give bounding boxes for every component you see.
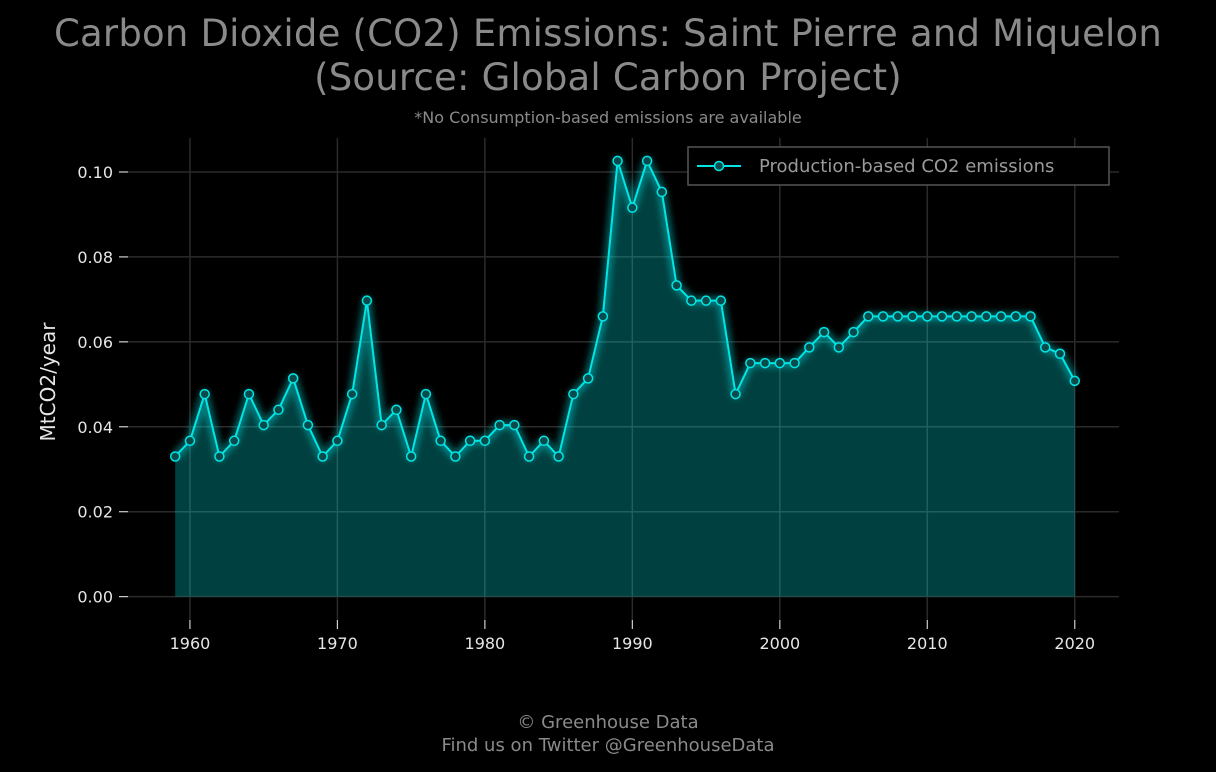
footer-copyright: © Greenhouse Data <box>517 712 699 733</box>
data-point <box>479 435 491 447</box>
x-tick-label: 2020 <box>1054 634 1095 653</box>
data-point <box>169 451 181 462</box>
data-point <box>818 326 830 338</box>
data-point <box>523 451 535 462</box>
data-point <box>936 311 948 322</box>
data-point <box>346 388 358 400</box>
data-point <box>228 435 240 447</box>
data-point <box>745 357 756 369</box>
data-point <box>435 435 446 447</box>
data-point <box>656 186 668 198</box>
data-point <box>332 435 343 447</box>
x-tick-label: 1980 <box>465 634 506 653</box>
legend-box <box>687 146 1110 186</box>
x-tick-label: 2010 <box>907 634 948 653</box>
data-point <box>612 155 623 167</box>
data-point <box>538 435 550 447</box>
series-layer <box>169 155 1081 597</box>
data-point <box>1069 375 1081 387</box>
data-point <box>686 295 697 306</box>
data-point <box>1010 311 1022 322</box>
data-point <box>597 311 609 322</box>
data-point <box>553 451 564 462</box>
data-point <box>907 311 918 322</box>
data-point <box>627 202 638 213</box>
data-point <box>922 311 933 322</box>
data-point <box>582 373 594 384</box>
data-point <box>450 451 461 462</box>
data-point <box>715 295 727 306</box>
data-point <box>789 357 800 369</box>
legend: Production-based CO2 emissions <box>687 146 1110 186</box>
data-point <box>966 311 977 322</box>
chart-subtitle: *No Consumption-based emissions are avai… <box>414 108 802 127</box>
data-point <box>848 326 859 338</box>
data-point <box>509 419 520 431</box>
data-point <box>863 311 874 322</box>
data-point <box>833 342 845 353</box>
data-point <box>420 388 432 400</box>
x-tick-label: 2000 <box>759 634 800 653</box>
data-point <box>405 451 417 462</box>
legend-label: Production-based CO2 emissions <box>759 156 1054 177</box>
data-point <box>774 357 786 369</box>
y-axis-label: MtCO2/year <box>36 322 60 442</box>
x-tick-label: 1990 <box>612 634 653 653</box>
data-point <box>804 342 815 353</box>
data-point <box>464 435 476 447</box>
data-point <box>317 451 328 462</box>
data-point <box>184 435 196 447</box>
x-tick-label: 1960 <box>170 634 211 653</box>
data-point <box>981 311 992 322</box>
data-point <box>877 311 889 322</box>
data-point <box>494 419 505 431</box>
legend-marker-sample <box>713 160 725 172</box>
data-point <box>391 404 402 416</box>
data-point <box>1054 348 1066 359</box>
data-point <box>361 295 373 306</box>
x-tick-label: 1970 <box>317 634 358 653</box>
data-point <box>759 357 771 369</box>
y-tick-label: 0.02 <box>77 503 113 522</box>
data-point <box>1025 311 1036 322</box>
footer-twitter: Find us on Twitter @GreenhouseData <box>441 735 775 756</box>
y-tick-label: 0.06 <box>77 333 113 352</box>
y-tick-label: 0.04 <box>77 418 113 437</box>
data-point <box>302 419 314 431</box>
data-point <box>730 388 741 400</box>
data-point <box>273 404 284 416</box>
data-point <box>671 280 682 291</box>
data-point <box>641 155 653 167</box>
y-tick-label: 0.08 <box>77 248 113 267</box>
data-point <box>1040 342 1051 353</box>
data-point <box>995 311 1007 322</box>
data-point <box>287 373 299 384</box>
data-point <box>258 419 269 431</box>
data-point <box>700 295 712 306</box>
chart-title-line-2: (Source: Global Carbon Project) <box>314 56 902 99</box>
axis-ticks: 0.00 0.02 0.04 0.06 0.08 0.10 1960 1970 1980 1990… <box>77 163 1095 653</box>
series-area-fill <box>175 160 1075 597</box>
y-tick-label: 0.00 <box>77 588 113 607</box>
data-point <box>199 388 210 400</box>
y-tick-label: 0.10 <box>77 163 113 182</box>
data-point <box>568 388 579 400</box>
data-point <box>951 311 963 322</box>
data-point <box>892 311 904 322</box>
data-point <box>243 388 255 400</box>
data-point <box>214 451 225 462</box>
data-point <box>376 419 387 431</box>
chart-title-line-1: Carbon Dioxide (CO2) Emissions: Saint Pi… <box>54 12 1162 55</box>
